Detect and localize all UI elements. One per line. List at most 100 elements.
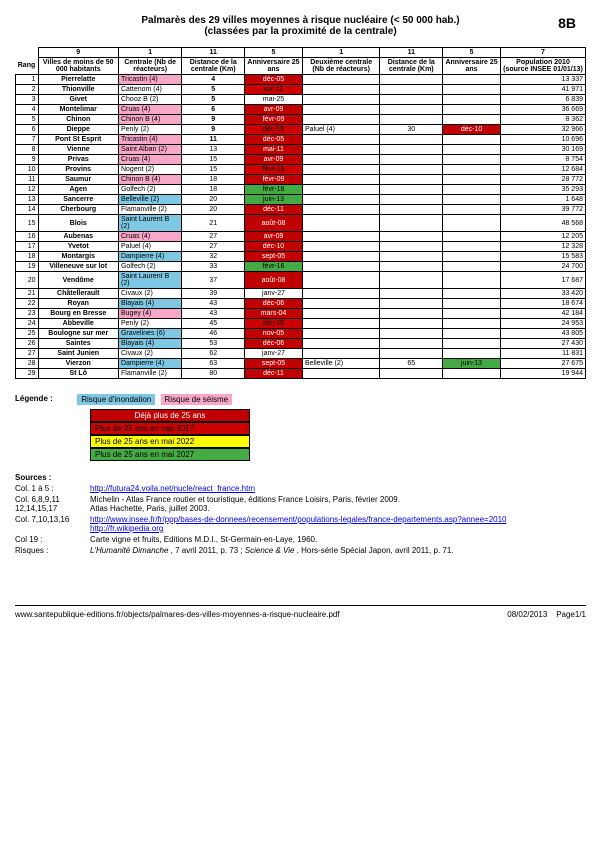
centrale2 xyxy=(302,145,379,155)
distance: 37 xyxy=(182,272,245,289)
table-row: 15BloisSaint Laurent B (2)21août-0848 56… xyxy=(16,215,586,232)
distance: 53 xyxy=(182,339,245,349)
centrale: Cruas (4) xyxy=(118,105,181,115)
source-label: Col. 1 à 5 : xyxy=(15,484,90,493)
centrale2 xyxy=(302,85,379,95)
ville: Vienne xyxy=(38,145,118,155)
anniversaire: déc-11 xyxy=(245,205,303,215)
population: 15 583 xyxy=(501,252,586,262)
centrale2 xyxy=(302,309,379,319)
centrale2 xyxy=(302,175,379,185)
table-row: 6DieppePenly (2)9déc-15Paluel (4)30déc-1… xyxy=(16,125,586,135)
ville: Saumur xyxy=(38,175,118,185)
centrale2 xyxy=(302,349,379,359)
distance: 63 xyxy=(182,359,245,369)
distance2 xyxy=(380,95,443,105)
rang: 28 xyxy=(16,359,39,369)
anniversaire: mai-11 xyxy=(245,145,303,155)
anniversaire2 xyxy=(443,135,501,145)
title-line1: Palmarès des 29 villes moyennes à risque… xyxy=(15,15,586,26)
centrale: Dampierre (4) xyxy=(118,252,181,262)
source-row: Col. 6,8,9,11 12,14,15,17Michelin - Atla… xyxy=(15,495,586,513)
distance2: 65 xyxy=(380,359,443,369)
distance: 18 xyxy=(182,185,245,195)
rang: 3 xyxy=(16,95,39,105)
anniversaire2 xyxy=(443,289,501,299)
rang: 25 xyxy=(16,329,39,339)
col-header: Population 2010 (source INSEE 01/01/13) xyxy=(501,58,586,75)
anniversaire2 xyxy=(443,232,501,242)
centrale: Saint Laurent B (2) xyxy=(118,272,181,289)
source-row: Col 19 :Carte vigne et fruits, Editions … xyxy=(15,535,586,544)
footer: www.santepublique-editions.fr/objects/pa… xyxy=(15,605,586,619)
population: 42 184 xyxy=(501,309,586,319)
rang: 10 xyxy=(16,165,39,175)
ville: Vierzon xyxy=(38,359,118,369)
ville: Abbeville xyxy=(38,319,118,329)
legend-by2027: Plus de 25 ans en mai 2027 xyxy=(90,448,250,461)
distance: 21 xyxy=(182,215,245,232)
distance2 xyxy=(380,369,443,379)
rang: 14 xyxy=(16,205,39,215)
table-row: 13SancerreBelleville (2)20juin-131 648 xyxy=(16,195,586,205)
population: 17 687 xyxy=(501,272,586,289)
table-row: 24AbbevillePenly (2)45déc-1524 953 xyxy=(16,319,586,329)
distance: 27 xyxy=(182,242,245,252)
source-row: Col. 7,10,13,16http://www.insee.fr/fr/pp… xyxy=(15,515,586,533)
col-num xyxy=(16,48,39,58)
centrale: Paluel (4) xyxy=(118,242,181,252)
rang: 17 xyxy=(16,242,39,252)
rang: 9 xyxy=(16,155,39,165)
ville: Dieppe xyxy=(38,125,118,135)
rang: 24 xyxy=(16,319,39,329)
ville: Boulogne sur mer xyxy=(38,329,118,339)
distance2 xyxy=(380,272,443,289)
table-head: 9111511157 RangVilles de moins de 50 000… xyxy=(16,48,586,75)
anniversaire2 xyxy=(443,319,501,329)
anniversaire2 xyxy=(443,272,501,289)
population: 33 420 xyxy=(501,289,586,299)
centrale2 xyxy=(302,185,379,195)
legend-seismic: Risque de séisme xyxy=(161,394,233,405)
col-header: Centrale (Nb de réacteurs) xyxy=(118,58,181,75)
rang: 8 xyxy=(16,145,39,155)
centrale: Golfech (2) xyxy=(118,185,181,195)
ville: Montelimar xyxy=(38,105,118,115)
distance2 xyxy=(380,205,443,215)
table-row: 23Bourg en BresseBugey (4)43mars-0442 18… xyxy=(16,309,586,319)
centrale: Flamanville (2) xyxy=(118,369,181,379)
anniversaire2 xyxy=(443,349,501,359)
table-row: 12AgenGolfech (2)18févr-1635 293 xyxy=(16,185,586,195)
distance2 xyxy=(380,175,443,185)
col-num: 1 xyxy=(118,48,181,58)
distance2 xyxy=(380,262,443,272)
anniversaire2 xyxy=(443,242,501,252)
centrale2 xyxy=(302,289,379,299)
source-label: Col. 6,8,9,11 12,14,15,17 xyxy=(15,495,90,513)
population: 41 971 xyxy=(501,85,586,95)
population: 12 205 xyxy=(501,232,586,242)
footer-page: Page1/1 xyxy=(556,610,586,619)
distance: 27 xyxy=(182,232,245,242)
col-header: Distance de la centrale (Km) xyxy=(182,58,245,75)
source-label: Risques : xyxy=(15,546,90,555)
population: 6 839 xyxy=(501,95,586,105)
anniversaire: août-08 xyxy=(245,272,303,289)
table-row: 16AubenasCruas (4)27avr-0912 205 xyxy=(16,232,586,242)
population: 27 430 xyxy=(501,339,586,349)
anniversaire: déc-15 xyxy=(245,125,303,135)
source-label: Col. 7,10,13,16 xyxy=(15,515,90,533)
ville: Blois xyxy=(38,215,118,232)
distance2 xyxy=(380,329,443,339)
centrale2 xyxy=(302,319,379,329)
rang: 5 xyxy=(16,115,39,125)
ville: Chinon xyxy=(38,115,118,125)
sources: Sources : Col. 1 à 5 :http://futura24.vo… xyxy=(15,473,586,555)
source-text: http://futura24.voila.net/nucle/react_fr… xyxy=(90,484,586,493)
distance: 9 xyxy=(182,115,245,125)
legend-by2017: Plus de 25 ans en mai 2017 xyxy=(90,422,250,435)
population: 24 700 xyxy=(501,262,586,272)
distance: 33 xyxy=(182,262,245,272)
table-row: 7Pont St EspritTricastin (4)11déc-0510 6… xyxy=(16,135,586,145)
anniversaire: janv-27 xyxy=(245,289,303,299)
